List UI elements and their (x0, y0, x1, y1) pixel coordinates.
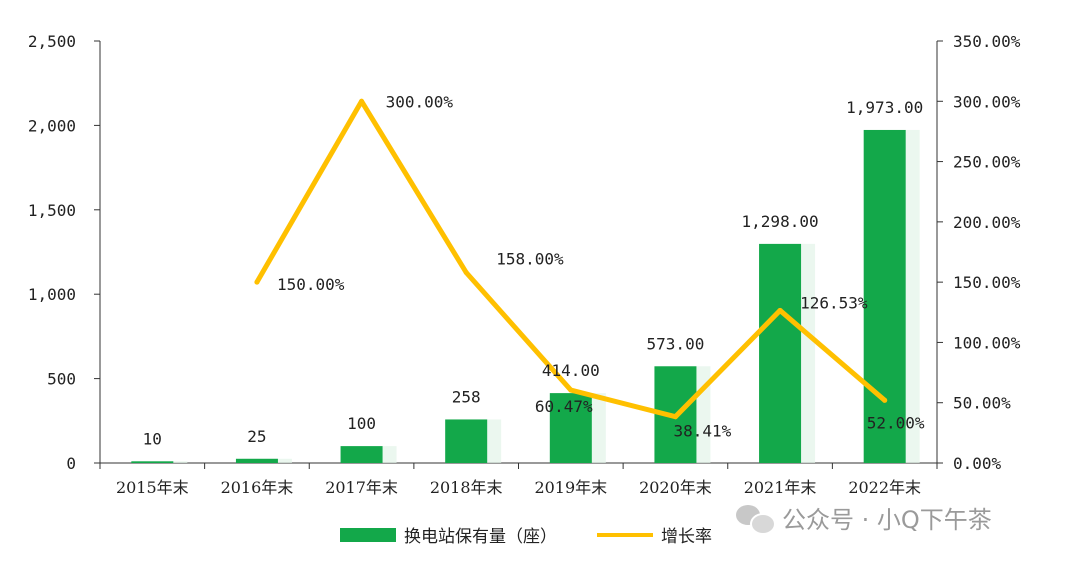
right-tick-label: 100.00% (953, 333, 1021, 352)
legend-label-line: 增长率 (661, 527, 712, 547)
x-tick-label: 2018年末 (430, 478, 503, 497)
bar-value-label: 1,973.00 (846, 98, 923, 117)
watermark-text: 公众号 · 小Q下午茶 (782, 506, 992, 534)
x-tick-label: 2015年末 (116, 478, 189, 497)
growth-value-label: 126.53% (800, 293, 868, 312)
bar (863, 129, 906, 464)
bar-value-label: 258 (452, 387, 481, 406)
x-tick-label: 2016年末 (221, 478, 294, 497)
right-tick-label: 200.00% (953, 213, 1021, 232)
growth-value-label: 60.47% (535, 397, 593, 416)
legend-swatch-line (597, 532, 653, 537)
right-tick-label: 250.00% (953, 153, 1021, 172)
x-tick-label: 2020年末 (639, 478, 712, 497)
bar-value-label: 573.00 (647, 334, 705, 353)
axes: 0 500 1,000 1,500 2,000 2,500 0.00% 50.00% 100.0… (28, 32, 1021, 497)
x-tick-label: 2021年末 (744, 478, 817, 497)
growth-line-point (882, 397, 888, 403)
growth-value-label: 158.00% (496, 249, 564, 268)
bar-value-label: 1,298.00 (742, 212, 819, 231)
data-labels: 10 25 100 258 414.00 573.00 1,298.00 1,973.00 15… (143, 92, 925, 448)
bars (131, 129, 920, 464)
x-tick-label: 2022年末 (848, 478, 921, 497)
right-tick-label: 300.00% (953, 92, 1021, 111)
bar (549, 393, 592, 463)
bar-value-label: 10 (143, 429, 162, 448)
growth-line-point (568, 387, 574, 393)
right-tick-label: 350.00% (953, 32, 1021, 51)
watermark: 公众号 · 小Q下午茶 (736, 500, 992, 535)
legend-swatch-bar (340, 527, 396, 542)
bar (131, 461, 174, 463)
left-tick-label: 1,500 (28, 201, 76, 220)
legend-item-bar: 换电站保有量（座） (340, 522, 557, 547)
bar (235, 458, 278, 463)
bar-value-label: 25 (247, 427, 266, 446)
bar-value-label: 100 (347, 414, 376, 433)
left-tick-label: 2,000 (28, 116, 76, 135)
growth-line (254, 98, 888, 420)
x-tick-label: 2019年末 (534, 478, 607, 497)
growth-line-point (777, 307, 783, 313)
bar-value-label: 414.00 (542, 361, 600, 380)
bar (340, 446, 383, 463)
wechat-icon (736, 503, 776, 535)
growth-line-point (463, 269, 469, 275)
left-tick-label: 500 (47, 370, 76, 389)
growth-value-label: 150.00% (277, 275, 345, 294)
bar (759, 243, 802, 463)
growth-line-point (359, 98, 365, 104)
left-tick-label: 0 (66, 454, 76, 473)
bar (445, 419, 488, 463)
x-tick-label: 2017年末 (325, 478, 398, 497)
left-tick-label: 2,500 (28, 32, 76, 51)
growth-line-point (254, 279, 260, 285)
growth-value-label: 38.41% (673, 422, 731, 441)
right-tick-label: 0.00% (953, 454, 1002, 473)
right-tick-label: 50.00% (953, 394, 1011, 413)
right-tick-label: 150.00% (953, 273, 1021, 292)
growth-line-point (672, 414, 678, 420)
legend: 换电站保有量（座） 增长率 (340, 522, 752, 547)
legend-item-line: 增长率 (597, 522, 712, 547)
legend-label-bar: 换电站保有量（座） (404, 527, 557, 547)
left-tick-label: 1,000 (28, 285, 76, 304)
growth-value-label: 300.00% (386, 92, 454, 111)
growth-value-label: 52.00% (867, 413, 925, 432)
